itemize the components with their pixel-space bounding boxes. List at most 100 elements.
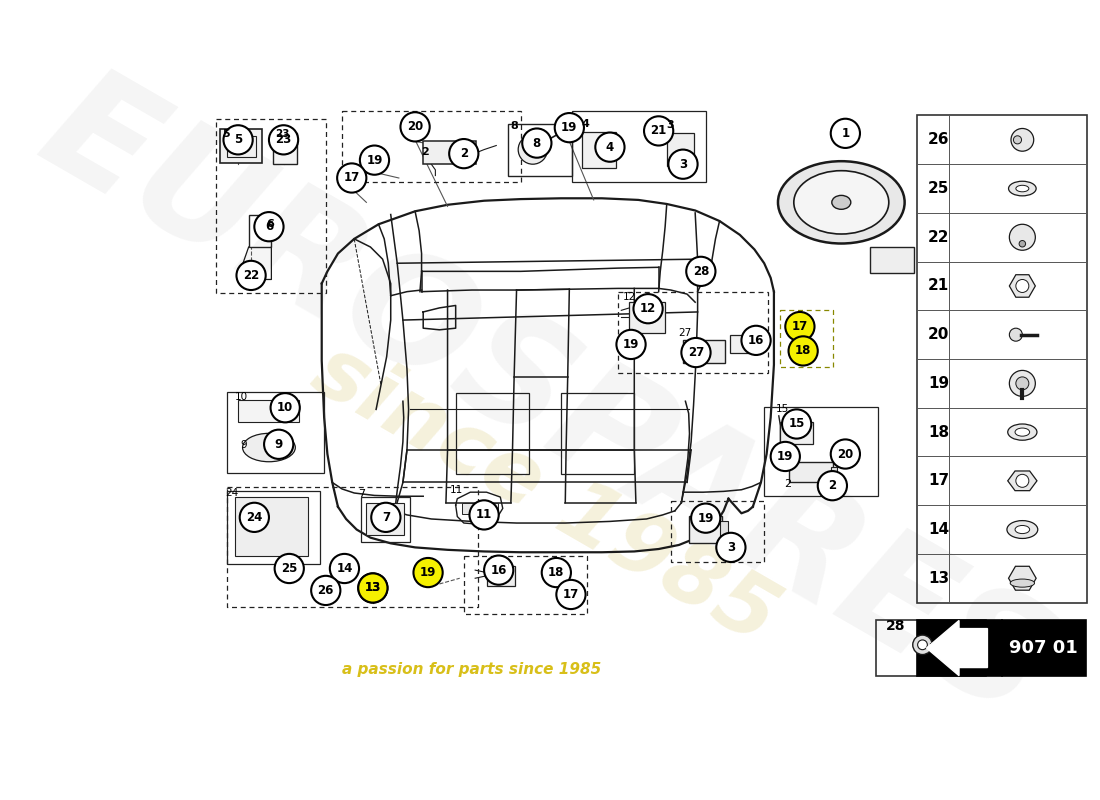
Circle shape [1010,328,1022,341]
Circle shape [470,500,498,530]
Text: 11: 11 [476,509,492,522]
Circle shape [789,336,817,366]
Circle shape [1016,279,1028,293]
Text: 6: 6 [265,220,273,234]
Circle shape [240,502,268,532]
FancyBboxPatch shape [462,502,478,514]
Text: 26: 26 [928,132,949,147]
Circle shape [782,410,812,438]
Circle shape [830,439,860,469]
FancyBboxPatch shape [366,502,404,535]
Text: 4: 4 [582,119,590,129]
Text: 2: 2 [421,147,429,158]
Ellipse shape [1008,424,1037,440]
Circle shape [1011,129,1034,151]
Text: 28: 28 [886,619,905,633]
Ellipse shape [832,195,850,210]
FancyBboxPatch shape [690,347,704,357]
Circle shape [541,558,571,587]
FancyBboxPatch shape [667,134,694,166]
FancyBboxPatch shape [870,247,914,273]
Circle shape [400,112,430,142]
Ellipse shape [794,170,889,234]
Text: 19: 19 [561,121,578,134]
Circle shape [1016,377,1028,390]
Ellipse shape [778,161,904,243]
Text: 19: 19 [697,512,714,525]
Text: 17: 17 [563,588,579,601]
Text: 17: 17 [928,474,949,488]
Circle shape [669,150,697,179]
Text: a passion for parts since 1985: a passion for parts since 1985 [342,662,602,677]
Circle shape [1019,241,1025,247]
Text: 12: 12 [640,302,657,315]
Text: 1: 1 [842,127,849,140]
Circle shape [554,113,584,142]
Text: 28: 28 [693,265,710,278]
Text: 8: 8 [510,122,518,131]
Text: 19: 19 [366,154,383,166]
Circle shape [913,635,932,654]
Text: 13: 13 [365,582,381,594]
Text: 18: 18 [928,425,949,440]
Text: 19: 19 [420,566,437,579]
FancyBboxPatch shape [220,130,263,163]
Text: 13: 13 [928,570,949,586]
Text: 17: 17 [792,320,808,333]
FancyBboxPatch shape [830,467,837,478]
Text: 16: 16 [748,334,764,347]
Circle shape [360,146,389,174]
Circle shape [371,502,400,532]
FancyBboxPatch shape [424,142,476,164]
Ellipse shape [1016,186,1028,192]
Text: EUROSPARES: EUROSPARES [16,54,1074,750]
Circle shape [359,574,387,602]
Circle shape [817,471,847,500]
Text: 22: 22 [243,269,260,282]
Text: 20: 20 [928,327,949,342]
Circle shape [275,554,304,583]
Ellipse shape [1010,579,1034,587]
FancyBboxPatch shape [789,462,833,482]
Circle shape [686,257,715,286]
FancyBboxPatch shape [273,134,297,164]
Circle shape [1016,474,1028,487]
Circle shape [254,212,284,242]
FancyBboxPatch shape [730,334,755,353]
Circle shape [716,533,746,562]
Circle shape [264,430,294,459]
Text: 24: 24 [226,488,239,498]
Circle shape [236,261,266,290]
Ellipse shape [1015,526,1030,534]
FancyBboxPatch shape [683,340,725,363]
Circle shape [337,163,366,193]
Text: 9: 9 [275,438,283,450]
Text: 15: 15 [789,418,805,430]
Text: 7: 7 [359,489,365,499]
Text: 11: 11 [450,485,463,495]
Text: 4: 4 [606,141,614,154]
Text: since 1985: since 1985 [298,329,791,661]
Circle shape [484,555,514,585]
Ellipse shape [1006,521,1037,538]
Circle shape [359,574,387,602]
Text: 24: 24 [246,511,263,524]
Text: 7: 7 [382,511,389,524]
Text: 27: 27 [688,346,704,359]
Circle shape [526,143,539,156]
Circle shape [414,558,442,587]
Circle shape [223,126,253,154]
Text: 25: 25 [928,181,949,196]
Polygon shape [1010,274,1035,298]
FancyBboxPatch shape [582,132,616,168]
Circle shape [741,326,771,355]
Circle shape [518,135,548,164]
Text: 9: 9 [241,439,248,450]
Circle shape [830,118,860,148]
Circle shape [1010,224,1035,250]
FancyBboxPatch shape [238,400,299,422]
Text: 10: 10 [234,392,248,402]
Text: 6: 6 [266,218,274,229]
Text: 14: 14 [928,522,949,537]
Polygon shape [1008,471,1037,490]
